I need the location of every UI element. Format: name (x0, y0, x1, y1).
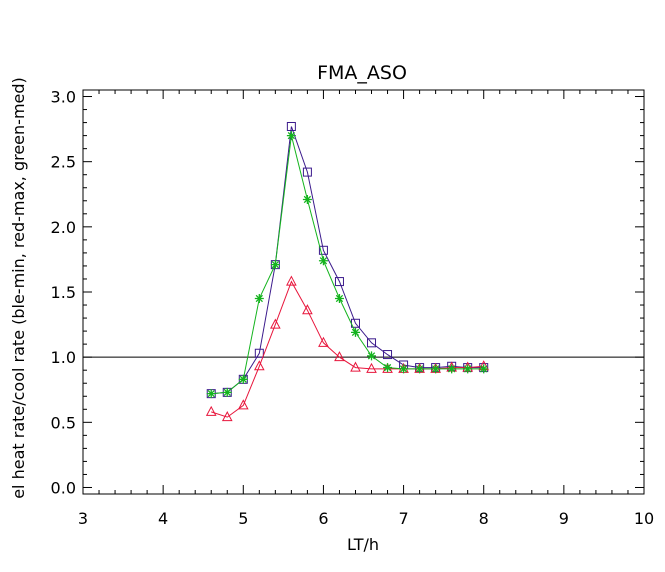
data-point (383, 363, 393, 373)
series-line (211, 126, 484, 395)
data-point (302, 167, 312, 177)
plot-frame (82, 89, 645, 495)
data-point (318, 256, 328, 266)
y-tick-label: 3.0 (51, 88, 76, 107)
x-axis: 3 4 5 6 7 8 9 10 (78, 90, 654, 528)
data-point (479, 364, 489, 374)
x-tick-label: 7 (398, 509, 408, 528)
data-point (222, 387, 232, 397)
data-point (286, 121, 296, 131)
data-point (318, 336, 329, 347)
data-point (367, 338, 377, 348)
data-point (270, 318, 281, 329)
x-tick-label: 3 (78, 509, 88, 528)
data-point (286, 131, 296, 141)
data-point (366, 362, 377, 373)
data-point (463, 364, 473, 374)
data-point (334, 294, 344, 304)
x-axis-label: LT/h (347, 535, 379, 554)
x-tick-label: 10 (634, 509, 654, 528)
x-tick-label: 4 (158, 509, 168, 528)
y-tick-label: 2.5 (51, 153, 76, 172)
y-tick-label: 1.0 (51, 348, 76, 367)
data-point (334, 277, 344, 287)
data-point (383, 350, 393, 360)
data-point (253, 360, 265, 371)
data-point (254, 348, 264, 358)
y-axis-label: el heat rate/cool rate (ble-min, red-max… (9, 77, 28, 499)
data-point (254, 294, 264, 304)
data-point (431, 364, 441, 374)
data-point (237, 399, 249, 410)
series-line (211, 135, 484, 395)
data-point (238, 374, 248, 384)
data-point (415, 364, 425, 374)
data-point (334, 351, 345, 362)
data-point (302, 194, 312, 204)
y-tick-label: 1.5 (51, 283, 76, 302)
y-tick-label: 2.0 (51, 218, 76, 237)
series-med (206, 131, 489, 399)
series-min (206, 121, 489, 399)
data-point (350, 327, 360, 337)
data-point (206, 389, 216, 399)
y-tick-label: 0.5 (51, 413, 76, 432)
x-tick-label: 9 (559, 509, 569, 528)
data-point (286, 275, 297, 286)
data-point (447, 364, 457, 374)
data-point (205, 405, 217, 416)
data-point (221, 411, 233, 422)
x-tick-label: 6 (318, 509, 328, 528)
data-point (318, 245, 328, 255)
y-tick-label: 0.0 (51, 478, 76, 497)
y-axis: 0.0 0.5 1.0 1.5 2.0 2.5 3.0 (51, 88, 644, 497)
series-group (205, 121, 490, 422)
data-point (302, 304, 313, 315)
data-point (270, 260, 280, 270)
data-point (350, 361, 361, 372)
data-point (399, 364, 409, 374)
data-point (367, 351, 377, 361)
chart-title: FMA_ASO (317, 62, 407, 84)
x-tick-label: 8 (479, 509, 489, 528)
x-tick-label: 5 (238, 509, 248, 528)
